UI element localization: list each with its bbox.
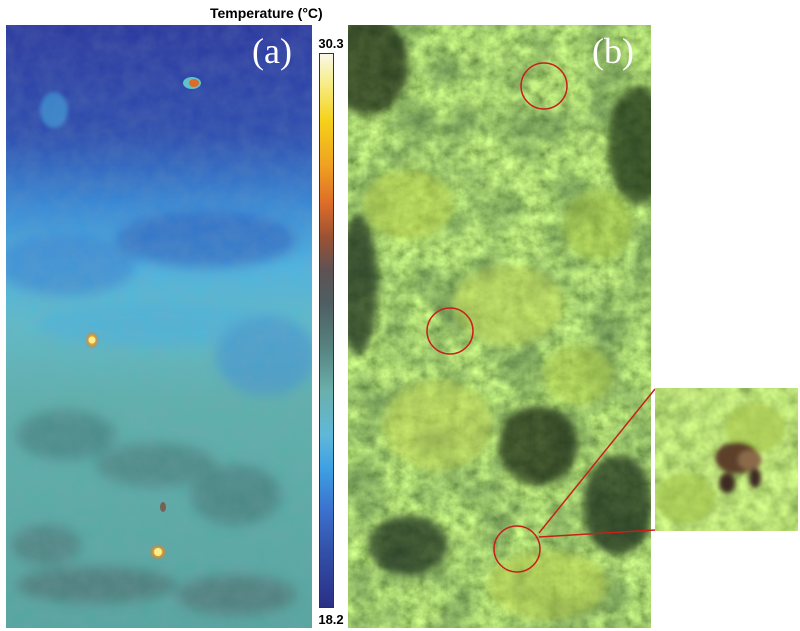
temperature-colorbar	[319, 53, 334, 608]
zoom-inset-photo	[655, 388, 798, 531]
panel-a-label: (a)	[252, 31, 292, 71]
colorbar-max-label: 30.3	[318, 36, 344, 51]
canopy-photo	[348, 25, 651, 628]
thermal-image	[6, 25, 312, 628]
colorbar-title: Temperature (°C)	[210, 5, 323, 21]
panel-b-label: (b)	[592, 31, 634, 71]
colorbar-min-label: 18.2	[318, 612, 344, 627]
